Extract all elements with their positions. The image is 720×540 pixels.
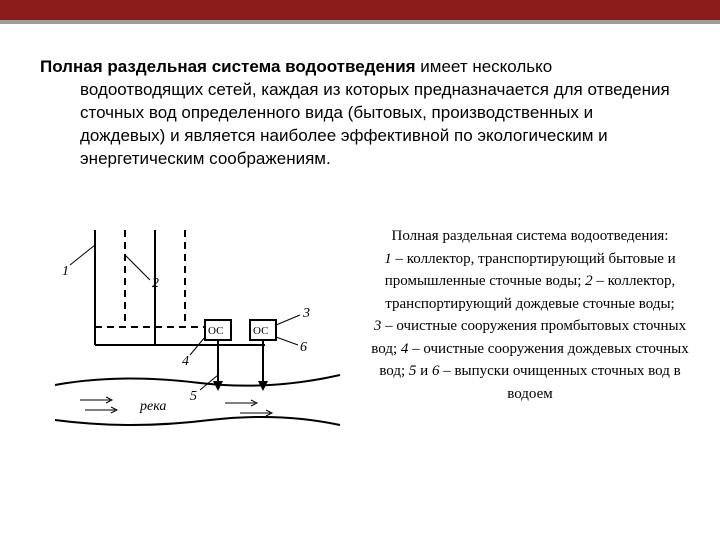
label-2: 2 (152, 276, 159, 291)
label-4: 4 (182, 354, 189, 369)
caption-line-2: 3 – очистные сооружения промбытовых сточ… (370, 315, 690, 405)
main-rest1: имеет несколько (416, 57, 553, 76)
header-red-bar (0, 0, 720, 20)
header-bars (0, 0, 720, 24)
sewer-diagram: 1 2 3 4 5 6 ОС ОС река (40, 225, 350, 445)
caption-line-1: 1 – коллектор, транспортирующий бытовые … (370, 248, 690, 316)
main-continuation: водоотводящих сетей, каждая из которых п… (40, 79, 680, 171)
label-3: 3 (302, 306, 310, 321)
label-1: 1 (62, 264, 69, 279)
oc-box-1: ОС (208, 325, 223, 337)
river-label: река (139, 399, 166, 414)
oc-box-2: ОС (253, 325, 268, 337)
caption-title: Полная раздельная система водоотведения: (370, 225, 690, 248)
label-5: 5 (190, 389, 197, 404)
main-bold: Полная раздельная система водоотведения (40, 57, 416, 76)
label-6: 6 (300, 340, 307, 355)
header-grey-bar (0, 20, 720, 24)
main-paragraph: Полная раздельная система водоотведения … (40, 56, 680, 171)
diagram-caption: Полная раздельная система водоотведения:… (370, 225, 690, 405)
